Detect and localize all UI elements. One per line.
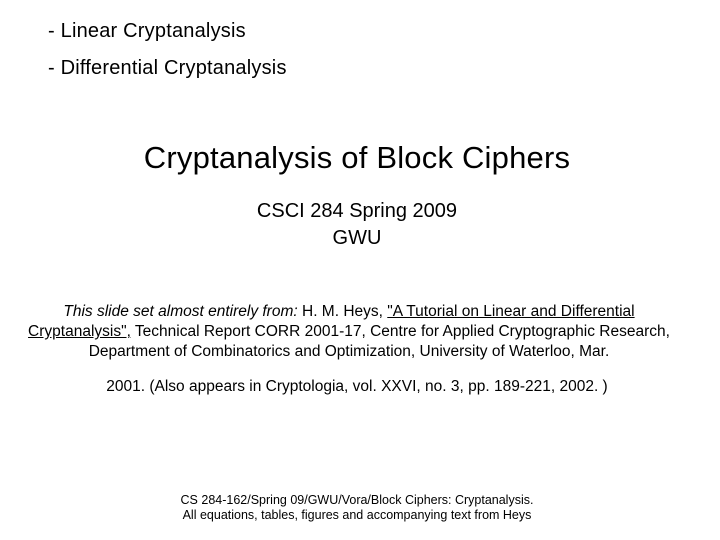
credit-intro: This slide set almost entirely from: (63, 303, 297, 320)
credit-also: 2001. (Also appears in Cryptologia, vol.… (24, 378, 690, 396)
footer-line1: CS 284-162/Spring 09/GWU/Vora/Block Ciph… (181, 493, 534, 507)
slide-subtitle: CSCI 284 Spring 2009 GWU (24, 198, 690, 252)
subtitle-school: GWU (333, 227, 382, 249)
credit-block: This slide set almost entirely from: H. … (12, 302, 686, 362)
spacer (48, 94, 690, 140)
slide-title: Cryptanalysis of Block Ciphers (24, 140, 690, 176)
bullet-linear: - Linear Cryptanalysis (48, 20, 690, 43)
slide-container: - Linear Cryptanalysis - Differential Cr… (0, 0, 720, 540)
credit-author: H. M. Heys, (298, 303, 388, 320)
bullet-differential: - Differential Cryptanalysis (48, 57, 690, 80)
credit-rest: Technical Report CORR 2001-17, Centre fo… (89, 323, 670, 360)
subtitle-course: CSCI 284 Spring 2009 (257, 200, 457, 222)
slide-footer: CS 284-162/Spring 09/GWU/Vora/Block Ciph… (24, 493, 690, 524)
footer-line2: All equations, tables, figures and accom… (183, 508, 532, 522)
